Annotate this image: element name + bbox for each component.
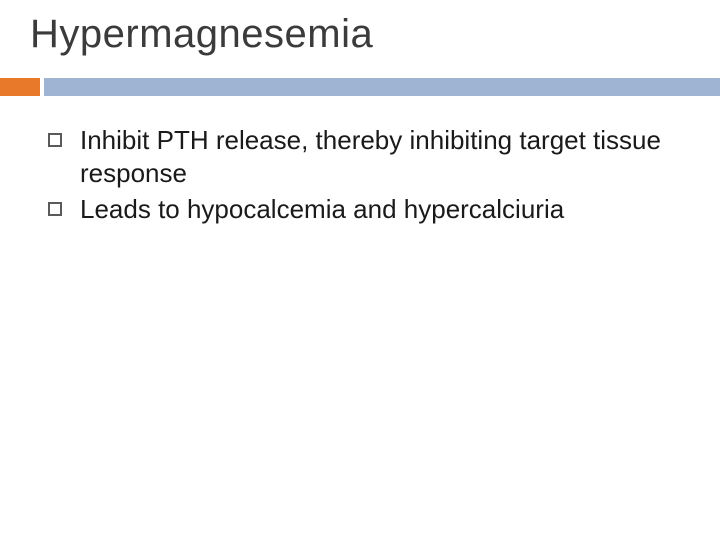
bullet-list: Inhibit PTH release, thereby inhibiting … bbox=[48, 124, 684, 230]
bullet-text: Leads to hypocalcemia and hypercalciuria bbox=[80, 193, 564, 226]
square-bullet-icon bbox=[48, 133, 62, 147]
accent-block bbox=[0, 78, 40, 96]
bullet-text: Inhibit PTH release, thereby inhibiting … bbox=[80, 124, 684, 189]
rule-bar bbox=[44, 78, 720, 96]
square-bullet-icon bbox=[48, 202, 62, 216]
title-underline-rule bbox=[0, 78, 720, 96]
list-item: Leads to hypocalcemia and hypercalciuria bbox=[48, 193, 684, 226]
slide-title: Hypermagnesemia bbox=[30, 12, 373, 57]
list-item: Inhibit PTH release, thereby inhibiting … bbox=[48, 124, 684, 189]
slide: Hypermagnesemia Inhibit PTH release, the… bbox=[0, 0, 720, 540]
